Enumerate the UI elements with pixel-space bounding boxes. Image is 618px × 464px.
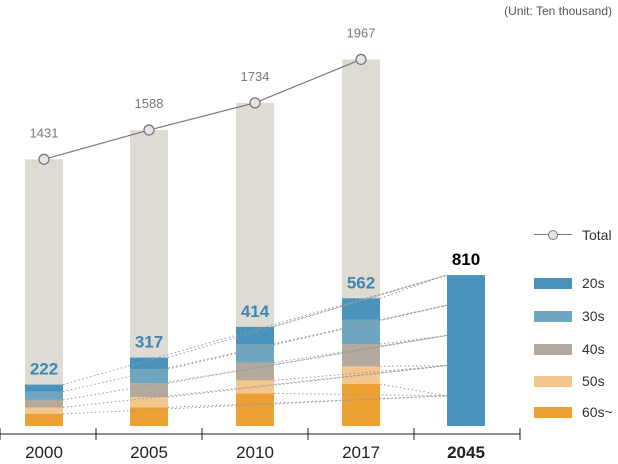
total-label-2017: 1967 [347,25,376,40]
x-tick-label-2000: 2000 [25,443,63,462]
connector-40s-2017 [379,334,448,345]
value-label-2005: 317 [135,333,163,352]
legend-swatch-60s [534,406,572,418]
legend-swatch-50s [534,375,572,387]
segment-50s-2017 [342,366,380,385]
total-marker-2000 [38,153,50,165]
total-bar-2000 [25,159,63,426]
segment-20s-2010 [236,326,274,344]
segment-20s-2000 [25,384,63,392]
segment-40s-2000 [25,399,63,408]
total-label-2005: 1588 [135,96,164,111]
segment-30s-2005 [130,369,168,384]
segment-20s-2045 [447,275,485,426]
connector-60s-2005 [167,395,448,408]
total-marker-2010 [249,97,261,109]
total-marker-2005 [143,124,155,136]
total-marker-2017 [355,53,367,66]
x-tick-label-2045: 2045 [447,443,485,462]
connector-top-2000 [62,274,448,386]
segment-30s-2000 [25,391,63,400]
segment-50s-2000 [25,407,63,414]
legend-label-30s: 30s [582,308,605,324]
value-label-2045: 810 [452,250,480,269]
connector-30s-2000 [62,304,448,393]
value-label-2017: 562 [347,273,375,292]
value-label-2000: 222 [30,360,58,379]
segment-40s-2017 [342,344,380,367]
legend-item-20s: 20s [534,274,605,292]
connector-30s-2010 [273,304,448,345]
connector-40s-2010 [273,334,448,364]
connector-top-2005 [167,274,448,359]
connector-50s-2005 [167,365,448,398]
total-line [43,58,362,160]
segment-50s-2005 [130,397,168,408]
legend-swatch-20s [534,277,572,289]
total-label-2010: 1734 [241,69,270,84]
segment-60s-2010 [236,393,274,426]
legend-label-60s: 60s~ [582,404,613,420]
segment-60s-2017 [342,384,380,426]
value-label-2010: 414 [241,302,270,321]
legend-swatch-30s [534,310,572,322]
legend-label-total: Total [582,227,612,243]
segment-40s-2010 [236,362,274,381]
legend-label-40s: 40s [582,341,605,357]
legend-item-50s: 50s [534,372,605,390]
segment-60s-2000 [25,413,63,426]
segment-30s-2010 [236,344,274,363]
legend-item-40s: 40s [534,340,605,358]
total-label-2000: 1431 [30,125,59,140]
legend-swatch-40s [534,343,572,355]
connector-50s-2010 [273,365,448,381]
segment-20s-2005 [130,357,168,370]
legend-label-50s: 50s [582,373,605,389]
connector-60s-2010 [273,392,448,397]
connector-60s-2017 [379,383,448,397]
segment-40s-2005 [130,383,168,398]
x-tick-label-2005: 2005 [130,443,168,462]
unit-note: (Unit: Ten thousand) [504,4,612,18]
legend-item-60s: 60s~ [534,403,613,421]
segment-30s-2017 [342,319,380,344]
legend-item-30s: 30s [534,307,605,325]
x-tick-label-2017: 2017 [342,443,380,462]
connector-top-2017 [379,274,448,299]
x-tick-label-2010: 2010 [236,443,274,462]
connector-30s-2017 [379,304,448,321]
connector-60s-2000 [62,395,448,415]
connector-40s-2000 [62,334,448,401]
segment-60s-2005 [130,407,168,426]
connector-50s-2000 [62,365,448,408]
total-line-marker-icon [534,226,572,244]
legend-label-20s: 20s [582,275,605,291]
segment-20s-2017 [342,298,380,320]
legend-item-total: Total [534,226,612,244]
